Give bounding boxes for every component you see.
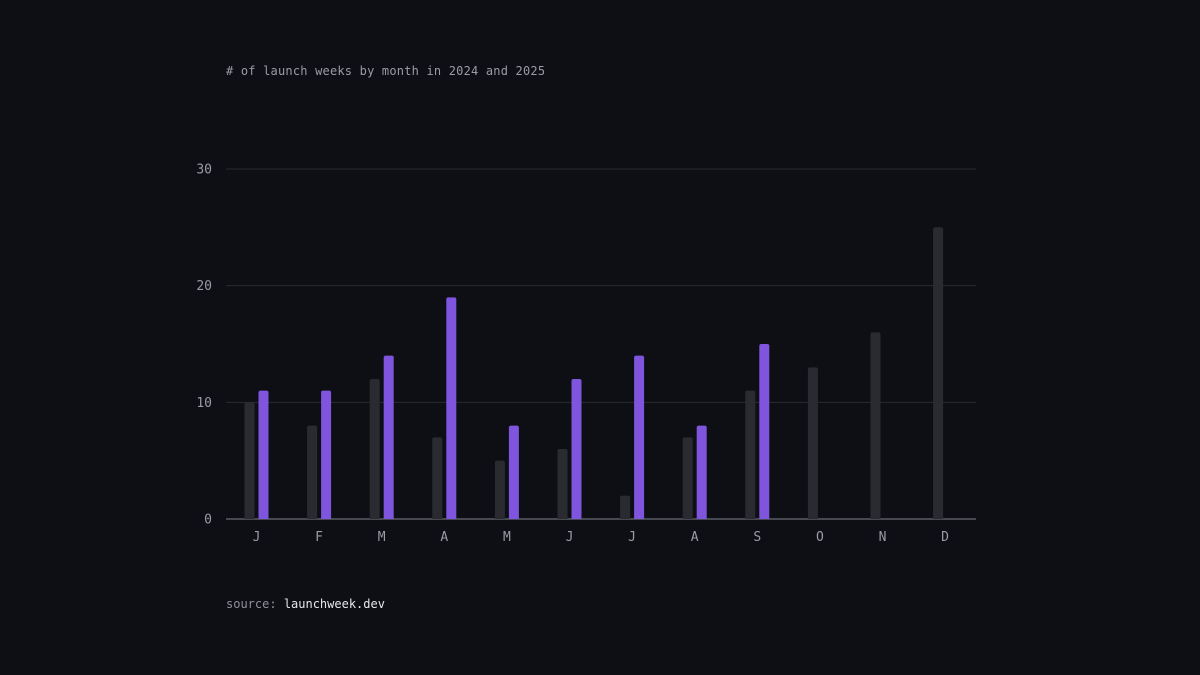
bar-series1-7 [620, 495, 631, 519]
bar-series1-4 [432, 437, 443, 519]
y-tick-label: 10 [196, 396, 212, 411]
bar-series2-9 [759, 344, 770, 519]
bar-series2-6 [571, 379, 582, 519]
bar-series1-9 [745, 390, 756, 519]
bar-series2-7 [634, 355, 645, 519]
source-link[interactable]: launchweek.dev [283, 597, 385, 611]
bar-series2-5 [508, 425, 519, 519]
x-tick-label: J [628, 530, 636, 545]
x-tick-label: M [378, 530, 386, 545]
x-tick-label: A [440, 530, 448, 545]
bar-series2-8 [696, 425, 707, 519]
bar-series1-6 [557, 449, 568, 519]
x-tick-label: D [941, 530, 949, 545]
y-tick-label: 0 [204, 513, 212, 528]
bar-series1-10 [807, 367, 818, 519]
x-tick-label: O [816, 530, 824, 545]
bar-series1-5 [494, 460, 505, 519]
chart-title: # of launch weeks by month in 2024 and 2… [226, 64, 546, 78]
x-tick-label: J [566, 530, 574, 545]
x-tick-label: S [753, 530, 761, 545]
bar-series2-1 [258, 390, 269, 519]
y-tick-label: 30 [196, 163, 212, 178]
y-axis-ticks: 0 10 20 30 [196, 163, 212, 528]
bar-series1-2 [307, 425, 318, 519]
x-tick-label: A [691, 530, 699, 545]
bar-series2-3 [383, 355, 394, 519]
bar-series1-1 [244, 402, 255, 519]
source-label: source: [226, 597, 277, 611]
bar-series1-8 [682, 437, 693, 519]
bar-series2-4 [446, 297, 457, 519]
bar-series2-2 [321, 390, 332, 519]
x-tick-label: N [879, 530, 887, 545]
grid-lines [226, 168, 976, 520]
x-tick-label: J [253, 530, 261, 545]
bar-series1-12 [933, 227, 944, 520]
bar-series1-11 [870, 332, 881, 519]
x-tick-label: M [503, 530, 511, 545]
x-tick-label: F [315, 530, 323, 545]
y-tick-label: 20 [196, 279, 212, 294]
bars [244, 227, 944, 520]
source-line: source: launchweek.dev [226, 597, 385, 611]
bar-series1-3 [369, 379, 380, 519]
